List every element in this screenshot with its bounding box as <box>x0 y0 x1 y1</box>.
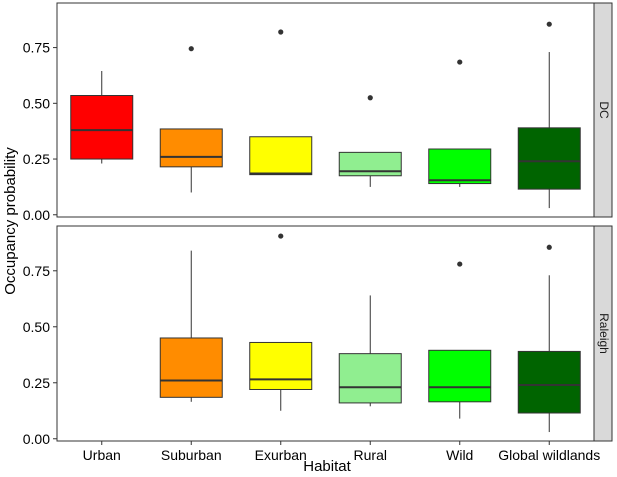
facets-layer: 0.00 0.25 0.50 0.75 DC 0.00 0.25 0.50 0.75 Raleig… <box>23 2 613 447</box>
panel-background <box>57 226 594 441</box>
outlier-point <box>546 21 552 27</box>
box-suburban <box>159 46 223 193</box>
outlier-point <box>278 29 284 35</box>
outlier-point <box>367 95 373 101</box>
box-global-wildlands <box>517 244 581 433</box>
box-body <box>428 148 492 185</box>
x-axis-title: Habitat <box>303 458 351 475</box>
x-tick-label: Rural <box>354 447 387 463</box>
x-tick-label: Global wildlands <box>498 447 600 463</box>
outlier-point <box>188 46 194 52</box>
box-suburban <box>159 250 223 402</box>
box-body <box>338 353 402 404</box>
outlier-point <box>457 261 463 267</box>
box-rural <box>338 95 402 187</box>
y-tick-label: 0.50 <box>23 95 50 111</box>
box-urban <box>70 70 134 164</box>
outlier-point <box>546 244 552 250</box>
x-tick-label: Urban <box>83 447 121 463</box>
box-body <box>428 349 492 403</box>
panel-background <box>57 3 594 217</box>
y-tick-label: 0.25 <box>23 151 50 167</box>
box-wild <box>428 59 492 187</box>
outlier-point <box>457 59 463 65</box>
y-tick-label: 0.75 <box>23 263 50 279</box>
x-tick-label: Wild <box>446 447 473 463</box>
facet-strip-label: Raleigh <box>597 313 611 354</box>
box-body <box>249 136 313 176</box>
box-body <box>159 337 223 398</box>
box-rural <box>338 295 402 407</box>
y-tick-label: 0.75 <box>23 40 50 56</box>
box-body <box>517 127 581 190</box>
box-exurban <box>249 29 313 176</box>
y-tick-label: 0.50 <box>23 319 50 335</box>
box-body <box>159 128 223 168</box>
facet-panel-dc: 0.00 0.25 0.50 0.75 DC <box>23 2 613 223</box>
y-axis-title: Occupancy probability <box>2 147 19 295</box>
facet-strip <box>593 2 613 218</box>
facet-strip <box>593 225 613 442</box>
facet-strip-label: DC <box>597 101 611 119</box>
x-tick-label: Exurban <box>255 447 307 463</box>
box-body <box>517 350 581 414</box>
box-body <box>338 151 402 177</box>
outlier-point <box>278 233 284 239</box>
box-body <box>249 341 313 390</box>
facet-panel-raleigh: 0.00 0.25 0.50 0.75 Raleigh <box>23 225 613 447</box>
box-wild <box>428 261 492 419</box>
x-axis: Urban Suburban Exurban Rural Wild Global wild… <box>83 441 600 463</box>
box-exurban <box>249 233 313 411</box>
box-body <box>70 95 134 160</box>
y-tick-label: 0.25 <box>23 375 50 391</box>
y-tick-label: 0.00 <box>23 431 50 447</box>
box-global-wildlands <box>517 21 581 209</box>
y-tick-label: 0.00 <box>23 207 50 223</box>
x-tick-label: Suburban <box>161 447 222 463</box>
